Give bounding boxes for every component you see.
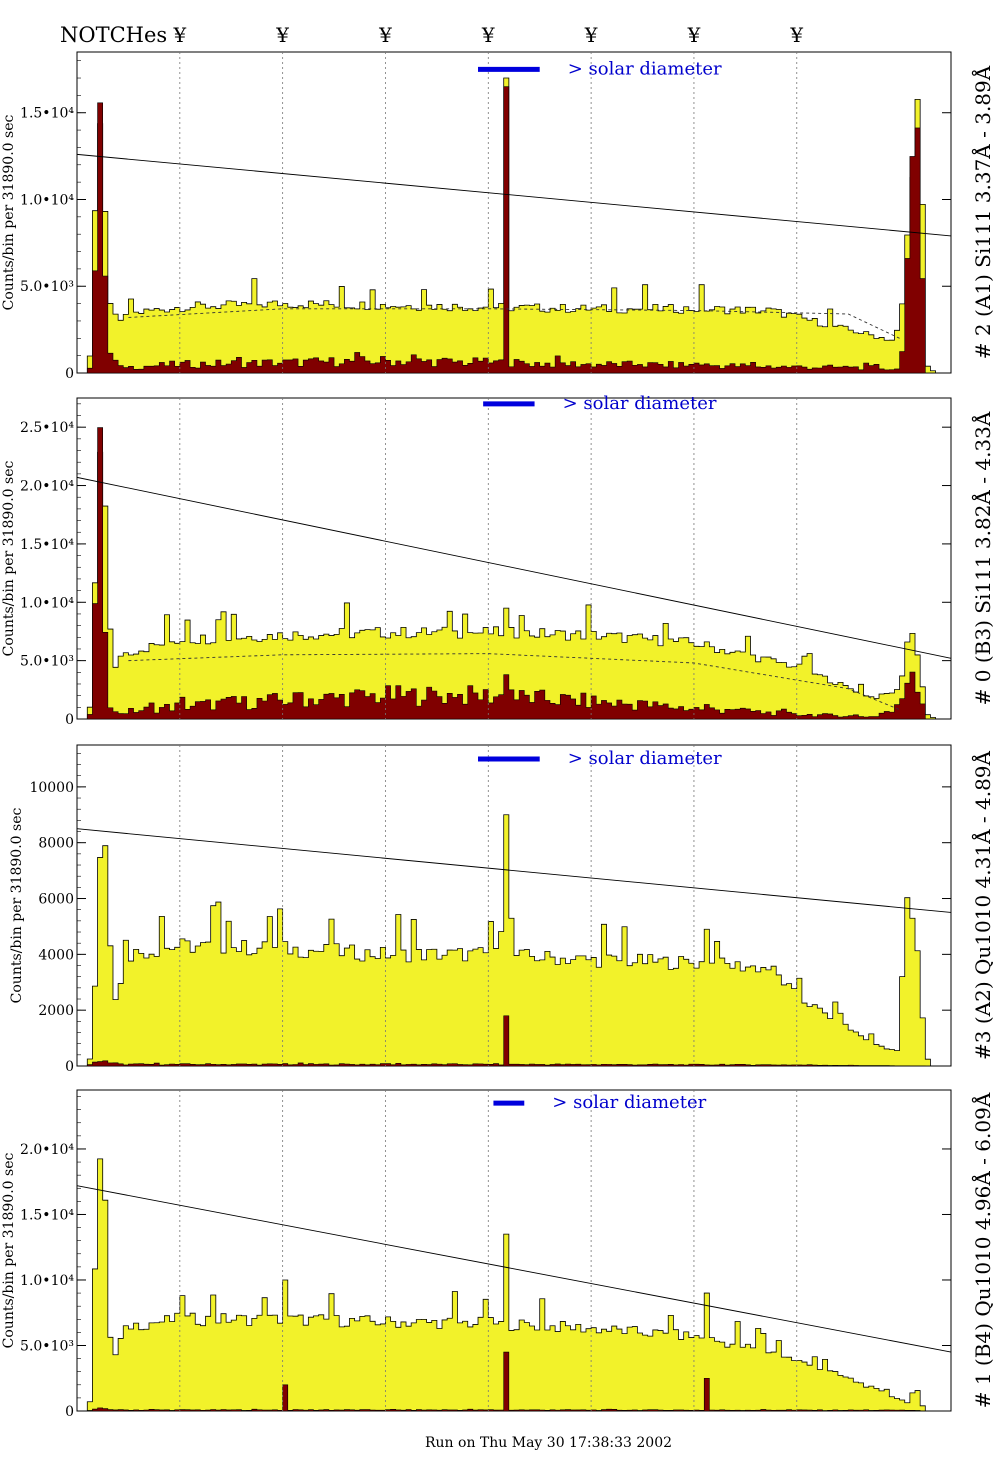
solar-diameter-label: > solar diameter: [568, 748, 722, 769]
y-tick-label: 8000: [38, 836, 74, 852]
y-tick-label: 1.5•10⁴: [20, 106, 74, 122]
panel-3: > solar diameter 0 2000 4000 6000 8000 10000Co…: [9, 744, 995, 1075]
y-tick-label: 10000: [29, 780, 74, 796]
series-background-counts: [77, 1015, 951, 1067]
y-tick-label: 2000: [38, 1003, 74, 1019]
y-tick-label: 0: [65, 712, 74, 728]
solar-diameter-label: > solar diameter: [568, 58, 722, 79]
panel-title: # 2 (A1) Si111 3.37Å - 3.89Å: [970, 65, 995, 359]
series-total-counts: [77, 77, 951, 374]
y-tick-label: 1.0•10⁴: [20, 595, 74, 611]
notch-marker-4: ¥: [481, 23, 495, 47]
y-tick-label: 0: [65, 1059, 74, 1075]
solar-diameter-label: > solar diameter: [552, 1092, 706, 1113]
series-total-counts: [77, 451, 951, 720]
notches-label: NOTCHes: [60, 23, 167, 47]
run-timestamp: Run on Thu May 30 17:38:33 2002: [425, 1435, 672, 1451]
y-axis-title: Counts/bin per 31890.0 sec: [1, 1153, 17, 1349]
panel-title: # 1 (B4) Qu1010 4.96Å - 6.09Å: [970, 1092, 995, 1408]
panel-title: # 0 (B3) Si111 3.82Å - 4.33Å: [970, 411, 995, 705]
y-tick-label: 2.0•10⁴: [20, 1142, 74, 1158]
series-background-counts: [77, 427, 951, 720]
y-tick-label: 4000: [38, 947, 74, 963]
notch-marks: ¥ ¥ ¥ ¥ ¥ ¥ ¥: [172, 23, 803, 47]
panel-4: > solar diameter 0 5.0•10³ 1.0•10⁴ 1.5•10⁴ 2.…: [1, 1089, 995, 1420]
response-line: [76, 828, 952, 913]
notch-marker-6: ¥: [687, 23, 701, 47]
panel-2: > solar diameter 0 5.0•10³ 1.0•10⁴ 1.5•10⁴ 2.…: [1, 393, 995, 728]
y-tick-label: 5.0•10³: [20, 1338, 74, 1354]
y-axis-title: Counts/bin per 31890.0 sec: [9, 808, 25, 1004]
y-tick-label: 2.5•10⁴: [20, 420, 74, 436]
y-axis-title: Counts/bin per 31890.0 sec: [1, 461, 17, 657]
solar-diameter-label: > solar diameter: [563, 393, 717, 414]
series-background-counts: [77, 1351, 951, 1412]
model-curve: [128, 653, 900, 711]
response-line: [76, 1185, 952, 1353]
y-tick-label: 1.5•10⁴: [20, 537, 74, 553]
y-tick-label: 0: [65, 366, 74, 382]
y-tick-label: 1.0•10⁴: [20, 192, 74, 208]
response-line: [76, 476, 952, 659]
notch-marker-3: ¥: [378, 23, 392, 47]
series-background-counts: [77, 86, 951, 374]
notch-marker-2: ¥: [275, 23, 289, 47]
notch-marker-5: ¥: [584, 23, 598, 47]
y-tick-label: 1.5•10⁴: [20, 1207, 74, 1223]
response-line: [76, 153, 952, 237]
notches-header: NOTCHes ¥ ¥ ¥ ¥ ¥ ¥ ¥: [60, 23, 803, 47]
series-total-counts: [77, 1158, 951, 1412]
y-tick-label: 1.0•10⁴: [20, 1273, 74, 1289]
y-tick-label: 5.0•10³: [20, 279, 74, 295]
series-total-counts: [77, 814, 951, 1067]
panel-title: #3 (A2) Qu1010 4.31Å - 4.89Å: [970, 750, 995, 1059]
y-tick-label: 0: [65, 1404, 74, 1420]
model-curve: [128, 308, 900, 339]
y-axis-title: Counts/bin per 31890.0 sec: [1, 115, 17, 311]
y-tick-label: 2.0•10⁴: [20, 479, 74, 495]
panels: > solar diameter05.0•10³1.0•10⁴1.5•10⁴Co…: [1, 51, 995, 1420]
y-tick-label: 5.0•10³: [20, 654, 74, 670]
panel-1: > solar diameter 0 5.0•10³ 1.0•10⁴ 1.5•10⁴Co…: [1, 51, 995, 382]
y-tick-label: 6000: [38, 892, 74, 908]
notch-marker-1: ¥: [172, 23, 186, 47]
notch-marker-7: ¥: [789, 23, 803, 47]
